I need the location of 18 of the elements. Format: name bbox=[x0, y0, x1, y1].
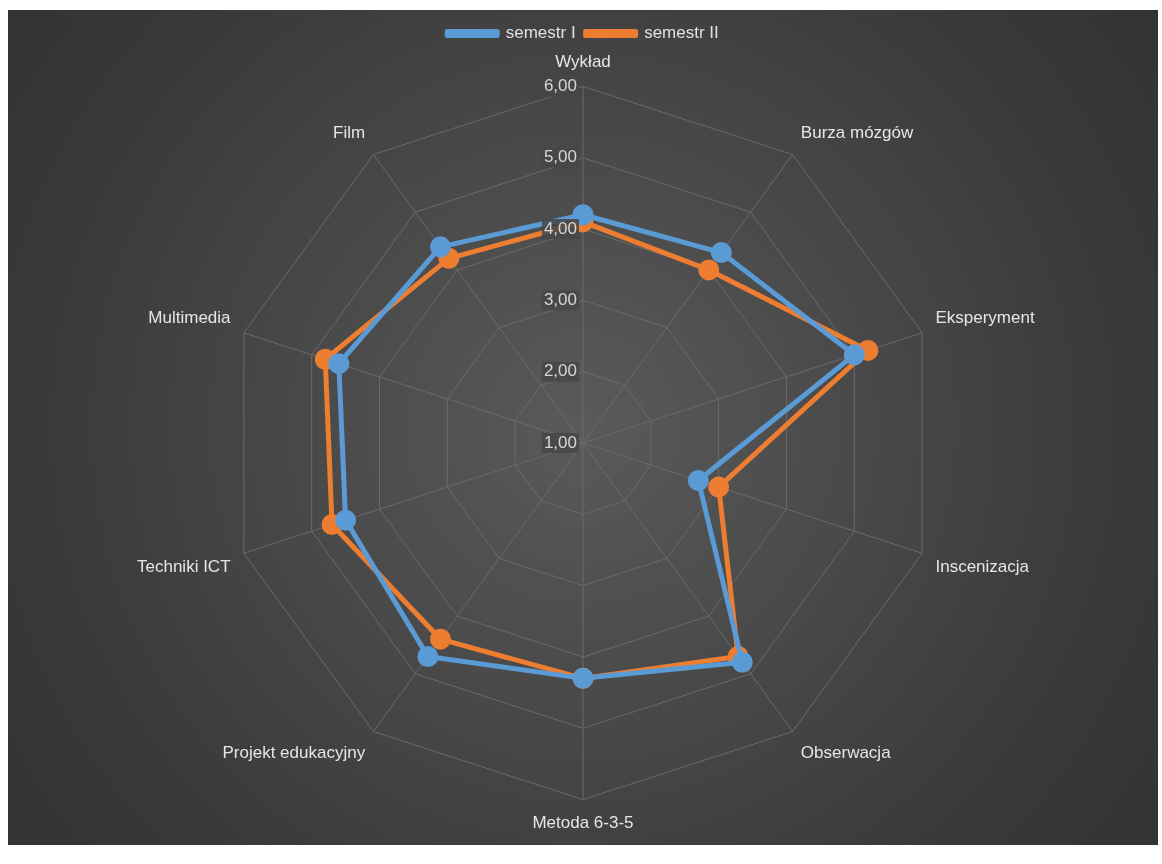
spoke-label: Obserwacja bbox=[800, 742, 892, 762]
spoke-label: Film bbox=[333, 122, 366, 142]
y-tick-label: 3,00 bbox=[543, 290, 577, 310]
spoke-label: Inscenizacja bbox=[935, 557, 1030, 577]
y-tick-label: 6,00 bbox=[543, 76, 577, 96]
y-tick-label: 1,00 bbox=[543, 432, 577, 452]
legend-label: semestr II bbox=[644, 23, 719, 43]
spoke-label: Metoda 6-3-5 bbox=[532, 813, 634, 833]
y-tick-label: 4,00 bbox=[543, 218, 577, 238]
spoke-label: Wykład bbox=[555, 51, 611, 71]
spoke-label: Projekt edukacyjny bbox=[222, 742, 366, 762]
spoke-label: Techniki ICT bbox=[137, 557, 231, 577]
y-tick-label: 2,00 bbox=[543, 361, 577, 381]
legend-label: semestr I bbox=[505, 23, 576, 43]
spoke-label: Eksperyment bbox=[935, 307, 1035, 327]
spoke-label: Multimedia bbox=[148, 307, 232, 327]
spoke-label: Burza mózgów bbox=[800, 122, 914, 142]
y-tick-label: 5,00 bbox=[543, 147, 577, 167]
